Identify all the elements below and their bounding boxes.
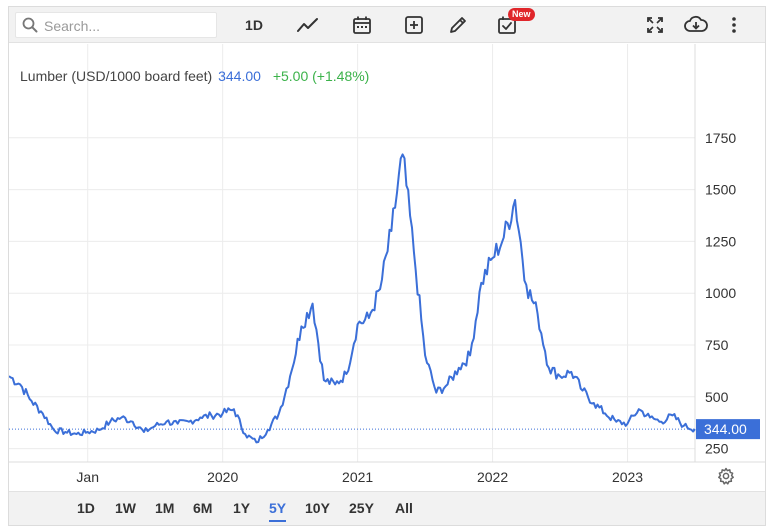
last-value-label: 344.00 [704,421,747,437]
fullscreen-icon [647,17,663,33]
x-tick-label: 2023 [612,469,643,485]
interval-label: 1D [245,17,263,33]
search-icon [22,17,38,33]
draw-button[interactable] [447,11,469,39]
events-button[interactable]: New [495,8,535,39]
y-tick-label: 750 [705,337,729,353]
range-button-6m[interactable]: 6M [193,500,213,516]
chart-widget: 1D [8,6,766,526]
search-input[interactable] [42,16,212,35]
add-indicator-button[interactable] [403,11,425,39]
fullscreen-button[interactable] [643,11,667,39]
download-button[interactable] [683,11,709,39]
price-change: +5.00 (+1.48%) [272,68,370,84]
y-tick-label: 250 [705,441,729,457]
y-tick-label: 1000 [705,285,736,301]
range-button-1y[interactable]: 1Y [233,500,251,516]
calendar-icon [353,16,371,34]
settings-icon[interactable] [717,467,735,485]
range-selector: 1D 1W 1M 6M 1Y 5Y 10Y 25Y All [9,491,765,525]
pencil-icon [450,17,466,33]
y-tick-label: 500 [705,389,729,405]
toolbar: 1D [9,7,765,43]
x-tick-label: 2022 [477,469,508,485]
series-line [8,153,696,444]
instrument-name: Lumber (USD/1000 board feet) [20,68,213,84]
chart-type-button[interactable] [295,11,321,39]
price-chart[interactable]: 250 500 750 1000 1250 1500 1750 Jan 2020 2021 2022… [8,44,765,490]
interval-button[interactable]: 1D [241,11,267,39]
search-box[interactable] [15,12,217,38]
range-button-all[interactable]: All [395,500,413,516]
range-button-1w[interactable]: 1W [115,500,136,516]
range-button-1m[interactable]: 1M [155,500,175,516]
range-button-25y[interactable]: 25Y [349,500,374,516]
y-tick-label: 1250 [705,233,736,249]
chart-area[interactable]: 250 500 750 1000 1250 1500 1750 Jan 2020 2021 2022… [8,44,765,490]
range-button-1d[interactable]: 1D [77,500,95,516]
y-tick-label: 1750 [705,130,736,146]
plus-square-icon [405,16,423,34]
range-button-10y[interactable]: 10Y [305,500,330,516]
current-price: 344.00 [218,68,261,84]
x-tick-label: 2020 [207,469,238,485]
more-vertical-icon [732,17,736,33]
more-options-button[interactable] [725,11,743,39]
x-tick-label: Jan [76,469,99,485]
line-chart-icon [297,18,318,32]
date-range-button[interactable] [351,11,373,39]
new-badge: New [508,8,535,21]
chart-legend: Lumber (USD/1000 board feet) 344.00 +5.0… [20,68,369,84]
y-tick-label: 1500 [705,182,736,198]
x-tick-label: 2021 [342,469,373,485]
last-value-tag [696,419,760,440]
cloud-download-icon [684,15,708,32]
range-button-5y[interactable]: 5Y [269,500,287,522]
